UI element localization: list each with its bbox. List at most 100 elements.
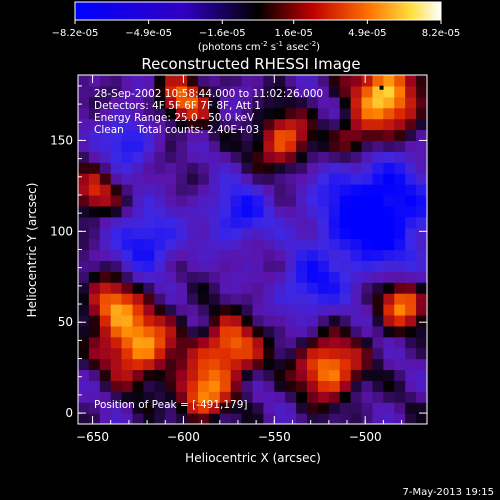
heatmap-cell (350, 391, 363, 403)
heatmap-cell (132, 75, 145, 87)
heatmap-cell (241, 358, 254, 371)
heatmap-cell (99, 380, 112, 392)
heatmap-cell (307, 304, 319, 316)
heatmap-cell (187, 118, 199, 131)
heatmap-cell (285, 391, 297, 403)
heatmap-cell (143, 216, 155, 229)
heatmap-cell (197, 227, 210, 240)
heatmap-cell (165, 75, 177, 87)
heatmap-cell (176, 260, 188, 272)
heatmap-cell (208, 336, 221, 349)
heatmap-cell (154, 194, 166, 207)
heatmap-cell (307, 75, 319, 87)
heatmap-cell (405, 118, 417, 131)
heatmap-cell (285, 304, 297, 316)
heatmap-cell (317, 85, 330, 98)
heatmap-cell (328, 194, 341, 207)
heatmap-cell (296, 216, 308, 229)
heatmap-cell (230, 151, 243, 163)
heatmap-cell (274, 260, 286, 272)
heatmap-cell (252, 260, 265, 272)
heatmap-cell (350, 96, 363, 109)
heatmap-cell (241, 260, 254, 272)
heatmap-cell (230, 140, 243, 152)
heatmap-cell (394, 75, 406, 87)
heatmap-cell (154, 151, 166, 163)
heatmap-cell (416, 271, 427, 283)
heatmap-cell (208, 358, 221, 371)
heatmap-cell (132, 293, 145, 305)
heatmap-cell (99, 173, 112, 185)
heatmap-cell (274, 314, 286, 327)
heatmap-cell (219, 85, 232, 98)
heatmap-cell (132, 249, 145, 262)
heatmap-cell (187, 227, 199, 240)
heatmap-cell (241, 227, 254, 240)
heatmap-cell (165, 118, 177, 131)
heatmap-cell (285, 293, 297, 305)
x-axis-title: Heliocentric X (arcsec) (185, 451, 321, 465)
heatmap-cell (285, 194, 297, 207)
heatmap-cell (187, 380, 199, 392)
heatmap-cell (99, 194, 112, 207)
heatmap-cell (317, 184, 330, 196)
heatmap-cell (317, 304, 330, 316)
heatmap-cell (197, 85, 210, 98)
heatmap-cell (230, 216, 243, 229)
heatmap-cell (317, 358, 330, 371)
heatmap-cell (339, 358, 352, 371)
heatmap-cell (208, 238, 221, 251)
heatmap-cell (339, 162, 352, 174)
heatmap-cell (187, 413, 199, 424)
heatmap-cell (416, 205, 427, 218)
heatmap-cell (263, 271, 275, 283)
heatmap-cell (328, 184, 341, 196)
heatmap-cell (263, 293, 275, 305)
heatmap-cell (143, 118, 155, 131)
heatmap-cell (328, 173, 341, 185)
heatmap-cell (383, 314, 395, 327)
heatmap-cell (307, 96, 319, 109)
heatmap-cell (405, 75, 417, 87)
heatmap-cell (317, 75, 330, 87)
heatmap-cell (263, 162, 275, 174)
heatmap-cell (121, 304, 134, 316)
heatmap-cell (394, 314, 406, 327)
heatmap-cell (394, 184, 406, 196)
heatmap-cell (110, 347, 123, 360)
heatmap-cell (230, 129, 243, 142)
heatmap-cell (339, 216, 352, 229)
heatmap-cell (88, 194, 101, 207)
heatmap-cell (372, 314, 384, 327)
heatmap-cell (230, 238, 243, 251)
heatmap-cell (143, 227, 155, 240)
heatmap-cell (78, 194, 90, 207)
heatmap-cell (219, 75, 232, 87)
heatmap-cell (78, 413, 90, 424)
heatmap-cell (208, 173, 221, 185)
heatmap-cell (230, 347, 243, 360)
heatmap-cell (285, 107, 297, 120)
heatmap-cell (383, 325, 395, 338)
heatmap-cell (110, 314, 123, 327)
heatmap-cell (350, 162, 363, 174)
heatmap-cell (383, 347, 395, 360)
heatmap-cell (361, 173, 374, 185)
annotation-clean: Clean Total counts: 2.40E+03 (94, 124, 259, 136)
heatmap-cell (132, 96, 145, 109)
heatmap-cell (372, 413, 384, 424)
heatmap-cell (394, 96, 406, 109)
heatmap-cell (328, 162, 341, 174)
heatmap-cell (219, 118, 232, 131)
heatmap-cell (165, 249, 177, 262)
heatmap-cell (176, 75, 188, 87)
heatmap-cell (78, 85, 90, 98)
heatmap-cell (176, 194, 188, 207)
heatmap-cell (285, 380, 297, 392)
heatmap-cell (121, 347, 134, 360)
heatmap-cell (154, 162, 166, 174)
heatmap-cell (154, 391, 166, 403)
heatmap-cell (285, 325, 297, 338)
heatmap-cell (285, 347, 297, 360)
colorbar-tick-label: −4.9e-05 (125, 28, 172, 39)
